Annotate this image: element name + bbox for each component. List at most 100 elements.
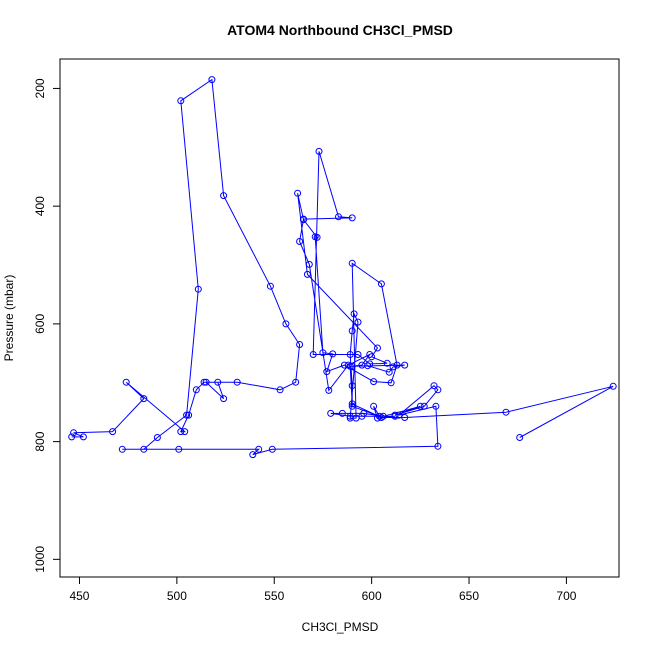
x-tick-label: 500 bbox=[167, 589, 187, 603]
data-point bbox=[344, 361, 352, 369]
data-point bbox=[185, 411, 193, 419]
data-point bbox=[177, 428, 185, 436]
data-point bbox=[346, 362, 354, 370]
data-point bbox=[70, 429, 78, 437]
data-point bbox=[401, 414, 409, 421]
data-point bbox=[305, 260, 313, 268]
data-point bbox=[348, 214, 356, 222]
x-axis-label: CH3Cl_PMSD bbox=[302, 620, 379, 634]
data-point bbox=[303, 270, 311, 278]
data-point bbox=[348, 327, 356, 335]
y-axis-label: Pressure (mbar) bbox=[2, 275, 16, 362]
data-point bbox=[374, 344, 381, 352]
data-point bbox=[502, 408, 510, 416]
data-point bbox=[140, 445, 148, 453]
data-point bbox=[177, 97, 185, 105]
data-point bbox=[200, 378, 208, 386]
data-point bbox=[366, 351, 374, 358]
plot-content bbox=[68, 76, 617, 459]
chart-title: ATOM4 Northbound CH3Cl_PMSD bbox=[227, 22, 453, 38]
x-axis: 450 500 550 600 650 700 bbox=[69, 576, 577, 603]
data-point bbox=[109, 428, 117, 436]
data-point bbox=[233, 378, 241, 386]
data-point bbox=[319, 349, 327, 357]
data-point bbox=[214, 378, 222, 386]
x-tick-label: 600 bbox=[362, 589, 382, 603]
data-point bbox=[352, 414, 360, 422]
data-point bbox=[68, 433, 76, 441]
data-point bbox=[434, 442, 442, 450]
data-point bbox=[335, 213, 342, 221]
data-point bbox=[370, 378, 378, 386]
data-point bbox=[296, 341, 304, 348]
data-point bbox=[391, 412, 399, 420]
data-point bbox=[79, 433, 87, 441]
data-point bbox=[346, 351, 354, 358]
data-point bbox=[348, 382, 356, 390]
data-point bbox=[389, 363, 397, 371]
data-point bbox=[323, 368, 331, 376]
data-point bbox=[220, 395, 228, 403]
data-point bbox=[296, 238, 304, 245]
data-point bbox=[300, 215, 307, 223]
data-point bbox=[282, 320, 290, 328]
data-point bbox=[368, 353, 376, 361]
data-point bbox=[276, 386, 284, 394]
data-point bbox=[348, 259, 356, 267]
data-point bbox=[395, 411, 403, 419]
data-point bbox=[122, 378, 130, 386]
data-point bbox=[202, 378, 210, 386]
data-point bbox=[329, 350, 337, 358]
data-point bbox=[266, 282, 274, 290]
data-point bbox=[294, 189, 302, 197]
data-point bbox=[354, 318, 362, 326]
data-point bbox=[313, 233, 321, 241]
y-tick-label: 800 bbox=[33, 431, 47, 451]
data-point bbox=[153, 434, 161, 441]
data-point bbox=[366, 360, 374, 368]
data-point bbox=[325, 386, 333, 394]
data-point bbox=[350, 310, 358, 318]
data-point bbox=[255, 445, 263, 453]
y-tick-label: 600 bbox=[33, 314, 47, 334]
data-point bbox=[327, 409, 335, 417]
data-point bbox=[385, 368, 393, 376]
data-point bbox=[516, 434, 524, 441]
data-point bbox=[434, 386, 442, 394]
data-point bbox=[609, 382, 617, 390]
x-tick-label: 700 bbox=[556, 589, 576, 603]
data-point bbox=[140, 395, 148, 403]
data-point bbox=[377, 280, 385, 288]
data-point bbox=[377, 414, 385, 421]
data-point bbox=[249, 451, 257, 459]
data-point bbox=[387, 379, 395, 387]
data-point bbox=[393, 361, 401, 369]
data-point bbox=[401, 361, 409, 369]
data-point bbox=[181, 428, 189, 436]
data-point bbox=[430, 382, 438, 390]
data-point bbox=[420, 402, 428, 410]
y-axis: 200 400 600 800 1000 bbox=[33, 78, 61, 573]
data-point bbox=[208, 76, 216, 84]
data-point bbox=[194, 285, 202, 293]
data-point bbox=[183, 411, 191, 419]
data-point bbox=[175, 445, 183, 453]
data-point bbox=[118, 445, 126, 453]
data-point bbox=[383, 359, 391, 367]
data-point bbox=[416, 402, 424, 410]
data-point bbox=[315, 147, 323, 155]
y-tick-label: 400 bbox=[33, 196, 47, 216]
data-point bbox=[364, 362, 372, 370]
data-point bbox=[292, 378, 300, 386]
data-point bbox=[309, 351, 317, 358]
data-point bbox=[370, 402, 378, 410]
data-point bbox=[348, 402, 356, 410]
y-tick-label: 200 bbox=[33, 78, 47, 98]
data-point bbox=[220, 192, 228, 200]
data-point bbox=[348, 400, 356, 408]
data-point bbox=[192, 386, 200, 394]
x-tick-label: 450 bbox=[69, 589, 89, 603]
data-point bbox=[348, 362, 356, 370]
